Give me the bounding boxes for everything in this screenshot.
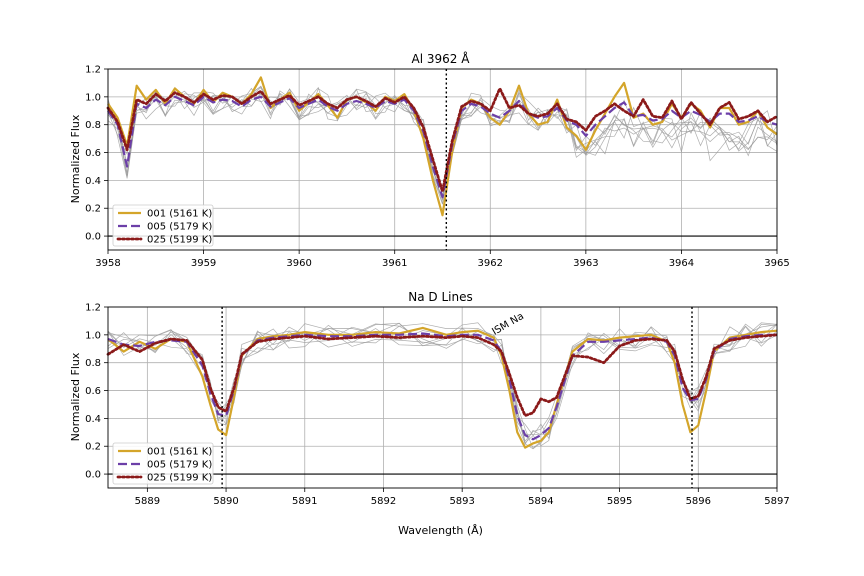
y-tick-label: 1.0 bbox=[85, 92, 101, 103]
comparison-spectrum-line bbox=[107, 85, 778, 199]
comparison-spectrum-line bbox=[107, 87, 778, 202]
x-tick-label: 3961 bbox=[382, 258, 407, 269]
y-tick-label: 1.2 bbox=[85, 303, 101, 314]
y-tick-label: 0.8 bbox=[85, 120, 101, 131]
series-line-025 bbox=[106, 333, 779, 418]
legend: 001 (5161 K) 005 (5179 K) 025 (5199 K) bbox=[112, 442, 214, 485]
comparison-spectrum-line bbox=[107, 87, 778, 191]
ism-na-annotation: ISM Na bbox=[490, 311, 526, 338]
legend-label: 005 (5179 K) bbox=[147, 460, 212, 471]
x-tick-label: 5892 bbox=[371, 496, 396, 507]
x-tick-label: 5896 bbox=[686, 496, 711, 507]
series-line-005 bbox=[107, 332, 777, 441]
legend-label: 001 (5161 K) bbox=[147, 209, 212, 220]
legend-box bbox=[112, 204, 214, 247]
x-tick-label: 5893 bbox=[449, 496, 474, 507]
y-tick-label: 0.8 bbox=[85, 358, 101, 369]
legend-label: 025 (5199 K) bbox=[147, 473, 212, 484]
legend-box bbox=[112, 442, 214, 485]
y-tick-label: 0.2 bbox=[85, 204, 101, 215]
y-tick-label: 1.0 bbox=[85, 330, 101, 341]
x-tick-label: 3959 bbox=[191, 258, 216, 269]
axes-frame bbox=[107, 306, 778, 489]
x-tick-label: 5895 bbox=[607, 496, 632, 507]
panel-title: Na D Lines bbox=[408, 290, 472, 304]
panel-title: Al 3962 Å bbox=[412, 51, 471, 66]
x-tick-label: 3958 bbox=[95, 258, 120, 269]
legend-label: 025 (5199 K) bbox=[147, 235, 212, 246]
x-tick-label: 5890 bbox=[213, 496, 238, 507]
y-axis-label: Normalized Flux bbox=[69, 352, 82, 441]
na-d-lines-panel: Na D Lines 5889 5890 5891 5892 5893 5894 5895 5… bbox=[69, 290, 790, 537]
y-axis-label: Normalized Flux bbox=[69, 114, 82, 203]
x-tick-label: 5897 bbox=[764, 496, 789, 507]
y-tick-label: 0.4 bbox=[85, 176, 101, 187]
y-tick-label: 0.0 bbox=[85, 232, 101, 243]
al-3962-panel: Al 3962 Å 3958 3959 3960 3961 3962 3963 3964 39… bbox=[69, 51, 790, 269]
x-tick-label: 3960 bbox=[286, 258, 311, 269]
x-tick-label: 5889 bbox=[135, 496, 160, 507]
legend: 001 (5161 K) 005 (5179 K) 025 (5199 K) bbox=[112, 204, 214, 247]
x-tick-label: 3964 bbox=[669, 258, 694, 269]
x-tick-label: 5894 bbox=[528, 496, 553, 507]
x-tick-label: 3965 bbox=[764, 258, 789, 269]
legend-label: 001 (5161 K) bbox=[147, 447, 212, 458]
y-tick-label: 1.2 bbox=[85, 65, 101, 76]
x-tick-label: 3963 bbox=[573, 258, 598, 269]
y-tick-label: 0.2 bbox=[85, 442, 101, 453]
x-tick-label: 3962 bbox=[478, 258, 503, 269]
y-tick-label: 0.6 bbox=[85, 386, 101, 397]
y-tick-label: 0.4 bbox=[85, 414, 101, 425]
axes-frame bbox=[107, 68, 778, 251]
legend-label: 005 (5179 K) bbox=[147, 222, 212, 233]
series-line-025 bbox=[106, 87, 779, 193]
y-tick-label: 0.0 bbox=[85, 470, 101, 481]
x-tick-label: 5891 bbox=[292, 496, 317, 507]
series-line-005 bbox=[107, 95, 778, 199]
y-tick-label: 0.6 bbox=[85, 148, 101, 159]
x-axis-label: Wavelength (Å) bbox=[398, 524, 483, 537]
